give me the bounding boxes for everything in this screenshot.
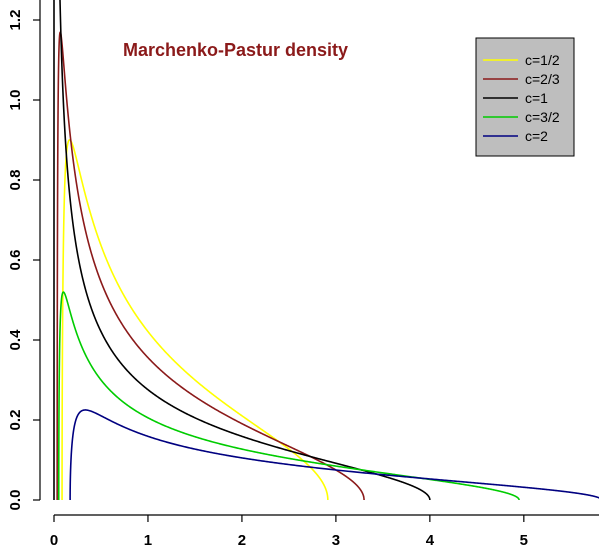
legend-label: c=2/3 (525, 71, 560, 87)
x-tick-label: 4 (426, 532, 435, 549)
x-tick-label: 3 (332, 532, 340, 549)
series-line-4 (57, 291, 520, 500)
legend-label: c=2 (525, 128, 548, 144)
y-axis-ticks: 0.0 0.2 0.4 0.6 0.8 1.0 1.2 (7, 10, 40, 511)
x-axis-ticks: 0 1 2 3 4 5 (50, 515, 528, 549)
y-tick-label: 0.2 (7, 410, 24, 431)
y-tick-label: 0.8 (7, 170, 24, 191)
x-tick-label: 0 (50, 532, 58, 549)
legend-label: c=1 (525, 90, 548, 106)
legend-items: c=1/2 c=2/3 c=1 c=3/2 c=2 (483, 52, 560, 144)
x-tick-label: 1 (144, 532, 152, 549)
x-tick-label: 2 (238, 532, 246, 549)
legend-label: c=3/2 (525, 109, 560, 125)
x-tick-label: 5 (520, 532, 528, 549)
y-tick-label: 0.0 (7, 490, 24, 511)
series-line-5 (69, 409, 599, 500)
plot-curves (53, 0, 599, 501)
legend: c=1/2 c=2/3 c=1 c=3/2 c=2 (475, 37, 575, 157)
series-line-3 (53, 0, 431, 500)
legend-label: c=1/2 (525, 52, 560, 68)
y-tick-label: 0.4 (7, 329, 24, 351)
y-tick-label: 1.0 (7, 90, 24, 111)
y-tick-label: 0.6 (7, 250, 24, 271)
series-line-2 (56, 31, 365, 500)
chart-title: Marchenko-Pastur density (123, 40, 348, 60)
y-tick-label: 1.2 (7, 10, 24, 31)
